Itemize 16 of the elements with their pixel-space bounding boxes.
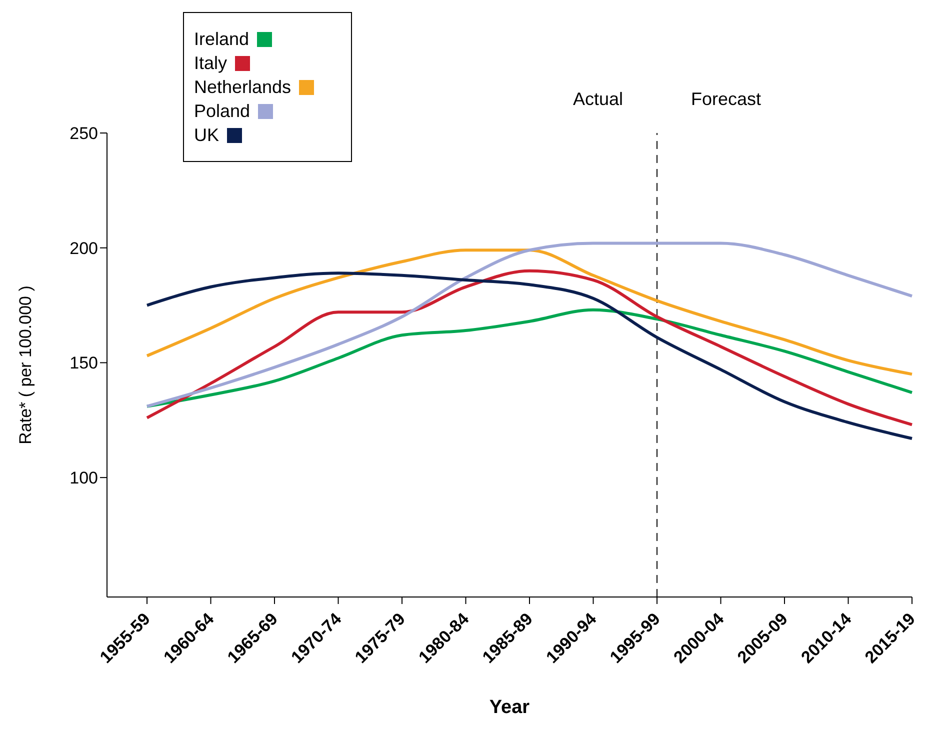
y-axis-title: Rate* ( per 100.000 ) [16,286,36,444]
line-series [146,242,914,408]
legend-label: Italy [194,52,228,75]
text: Actual [572,89,623,109]
legend-label: UK [194,124,220,147]
line-series [146,248,914,376]
text: Forecast [691,89,762,109]
y-tick-label: 100 [70,468,98,488]
legend-label: Netherlands [194,76,292,99]
legend-label: Ireland [194,28,250,51]
x-axis-title: Year [489,697,530,718]
y-tick-label: 250 [70,124,98,144]
y-tick-label: 150 [70,354,98,373]
y-tick-label: 200 [70,238,98,258]
legend-label: Poland [194,100,250,123]
line-series [146,308,914,408]
